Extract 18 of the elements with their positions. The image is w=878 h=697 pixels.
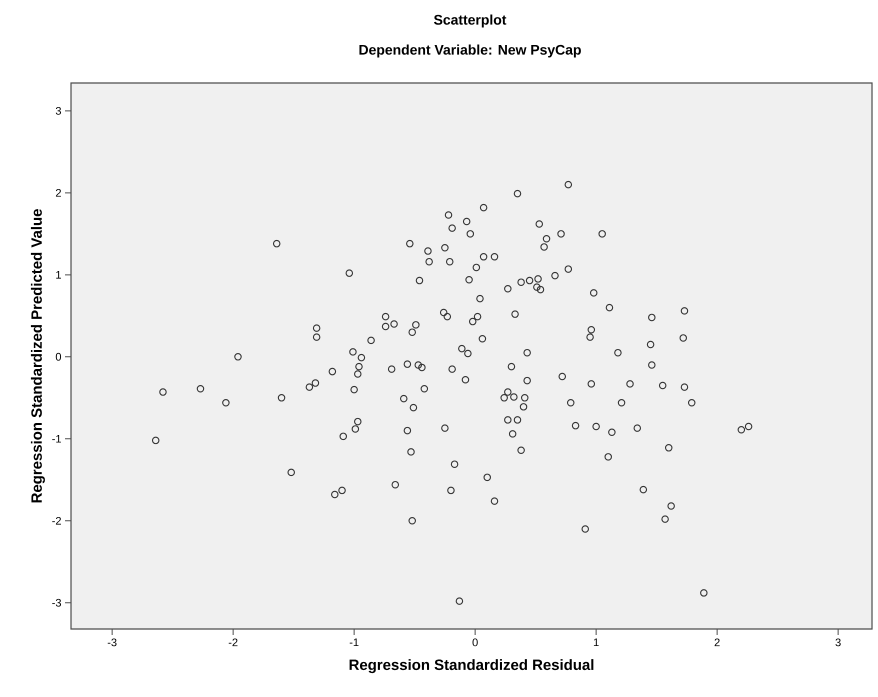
x-axis-title: Regression Standardized Residual [350,659,594,674]
x-tick-label: -2 [228,638,238,646]
x-tick-label: 3 [836,638,841,646]
y-tick-label: 1 [56,271,61,279]
x-tick-label: -3 [108,638,117,646]
y-tick-label: 0 [56,352,62,361]
y-tick-label: -2 [52,516,61,525]
y-tick-label: 3 [56,106,61,115]
chart-subtitle: Dependent Variable: New PsyCap [359,44,581,58]
y-tick-label: -1 [52,435,61,443]
x-tick-label: 0 [472,638,478,646]
y-tick-label: -3 [52,598,61,607]
x-tick-label: -1 [350,638,358,646]
x-tick-label: 1 [594,638,599,646]
x-tick-label: 2 [714,638,720,646]
y-tick-label: 2 [56,189,61,197]
y-axis-title: Regression Standardized Predicted Value [30,209,45,502]
chart-title: Scatterplot [434,14,506,28]
